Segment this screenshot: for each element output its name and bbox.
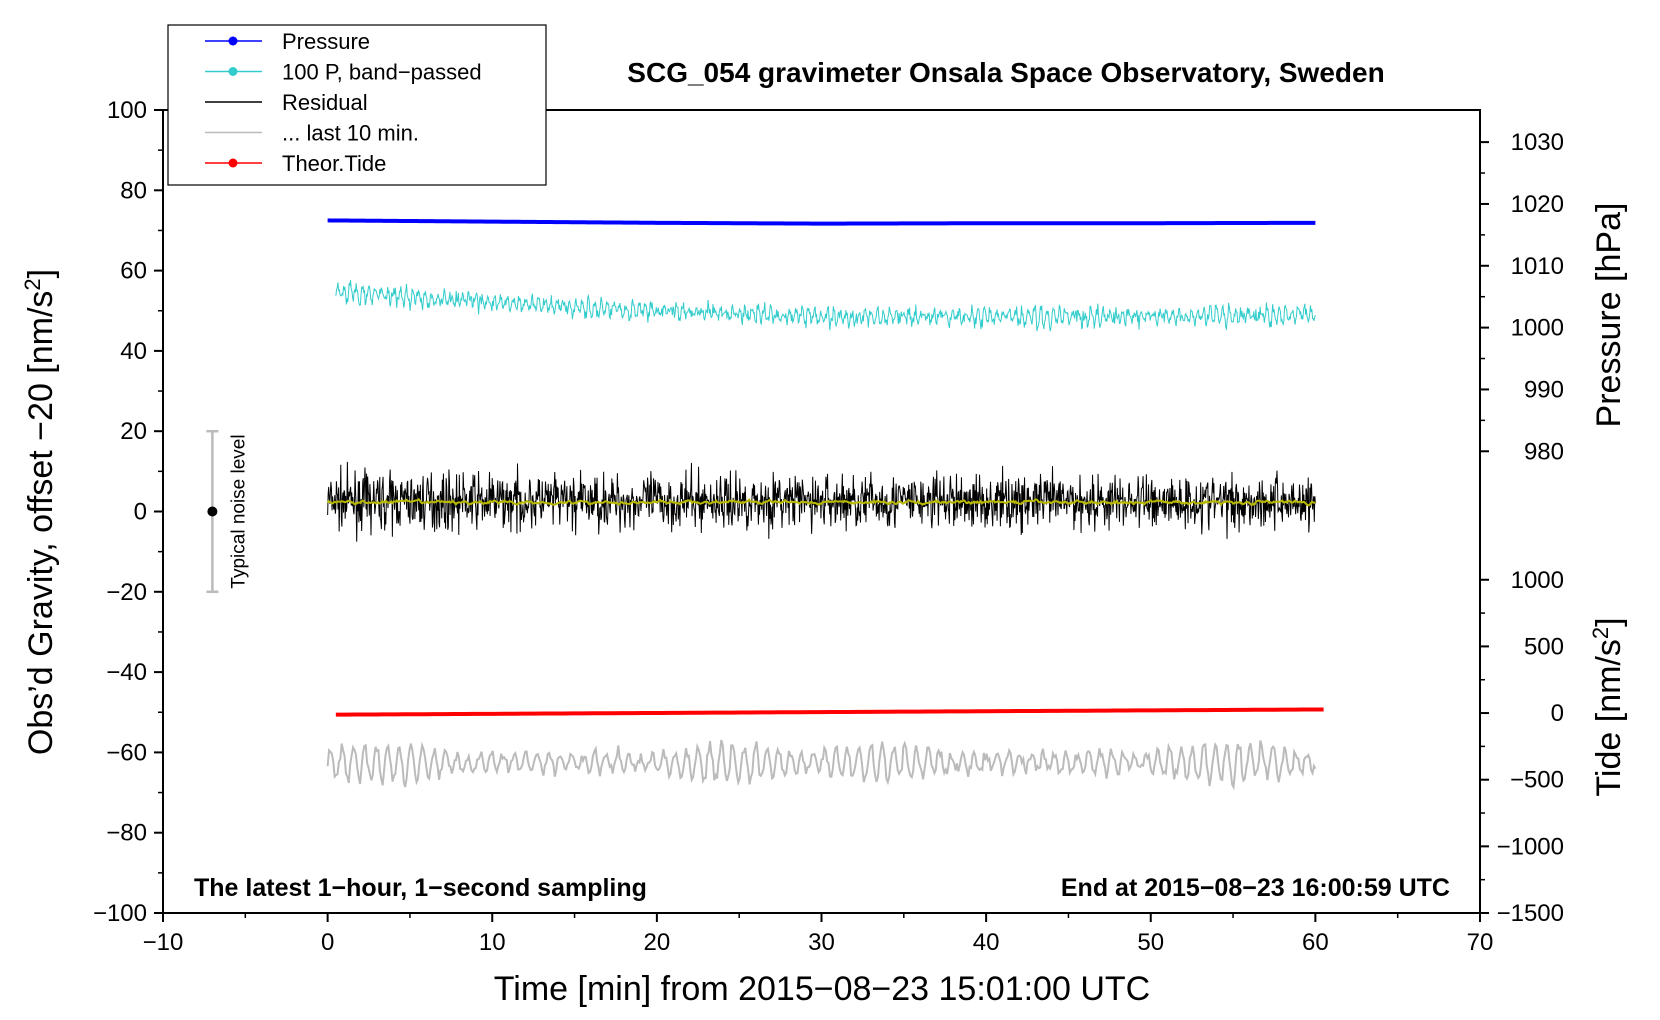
y-tick-label: 60 (120, 258, 147, 285)
legend-label: Pressure (282, 29, 370, 54)
chart-title: SCG_054 gravimeter Onsala Space Observat… (627, 57, 1384, 88)
tide-tick-label: −1500 (1497, 900, 1564, 927)
y-tick-label: 20 (120, 418, 147, 445)
y-tick-label: −40 (106, 659, 147, 686)
series-layer (326, 218, 1324, 791)
series-last-10-min (326, 739, 1317, 791)
series-residual-smoothed (326, 497, 1316, 507)
series-theoretical-tide (335, 707, 1324, 717)
legend-marker (228, 67, 238, 76)
pressure-tick-label: 1010 (1511, 253, 1564, 280)
pressure-tick-label: 1020 (1511, 191, 1564, 218)
legend-marker (228, 158, 238, 168)
legend-label: Residual (282, 90, 368, 115)
annotation-end-time: End at 2015−08−23 16:00:59 UTC (1061, 874, 1450, 902)
x-tick-label: 40 (973, 929, 1000, 956)
x-tick-label: −10 (143, 929, 184, 956)
pressure-tick-label: 990 (1524, 376, 1564, 403)
x-tick-label: 30 (808, 929, 835, 956)
legend-label: Theor.Tide (282, 151, 386, 176)
x-tick-label: 10 (479, 929, 506, 956)
pressure-tick-label: 1000 (1511, 315, 1564, 342)
y-tick-label: 40 (120, 338, 147, 365)
x-tick-label: 60 (1302, 929, 1329, 956)
legend-label: ... last 10 min. (282, 121, 419, 146)
noise-label: Typical noise level (228, 434, 249, 588)
legend-marker (228, 36, 238, 46)
series-pressure (327, 218, 1316, 226)
tide-tick-label: −1000 (1497, 833, 1564, 860)
y-tick-label: 80 (120, 177, 147, 204)
legend: Pressure 100 P, band−passed Residual ... la… (167, 24, 547, 186)
y-axis-label-gravity: Obs’d Gravity, offset −20 [nm/s2] (20, 269, 60, 755)
y-tick-label: −100 (93, 900, 147, 927)
y-axis-label-pressure: Pressure [hPa] (1590, 203, 1628, 428)
x-tick-label: 20 (644, 929, 671, 956)
ticks-layer: −10 0 10 20 30 40 50 60 70−100−80−60−40−20020406… (93, 97, 1564, 956)
tide-tick-label: 500 (1524, 633, 1564, 660)
tide-tick-label: 0 (1551, 700, 1564, 727)
y-tick-label: 0 (134, 499, 147, 526)
pressure-tick-label: 1030 (1511, 129, 1564, 156)
x-tick-label: 50 (1137, 929, 1164, 956)
series-pressure-bandpassed (335, 280, 1316, 332)
y-tick-label: −60 (106, 739, 147, 766)
tide-tick-label: −500 (1510, 767, 1564, 794)
y-axis-label-tide: Tide [nm/s2] (1588, 617, 1628, 796)
noise-indicator: Typical noise level (206, 429, 249, 594)
y-tick-label: −80 (106, 820, 147, 847)
tide-tick-label: 1000 (1511, 567, 1564, 594)
x-tick-label: 70 (1467, 929, 1494, 956)
pressure-tick-label: 980 (1524, 438, 1564, 465)
legend-box (167, 24, 547, 186)
noise-bar-center-dot (207, 506, 218, 517)
legend-label: 100 P, band−passed (282, 60, 482, 85)
y-tick-label: −20 (106, 579, 147, 606)
x-tick-label: 0 (321, 929, 334, 956)
x-axis-label: Time [min] from 2015−08−23 15:01:00 UTC (494, 970, 1150, 1008)
annotation-sampling: The latest 1−hour, 1−second sampling (194, 874, 647, 902)
y-tick-label: 100 (107, 97, 147, 124)
